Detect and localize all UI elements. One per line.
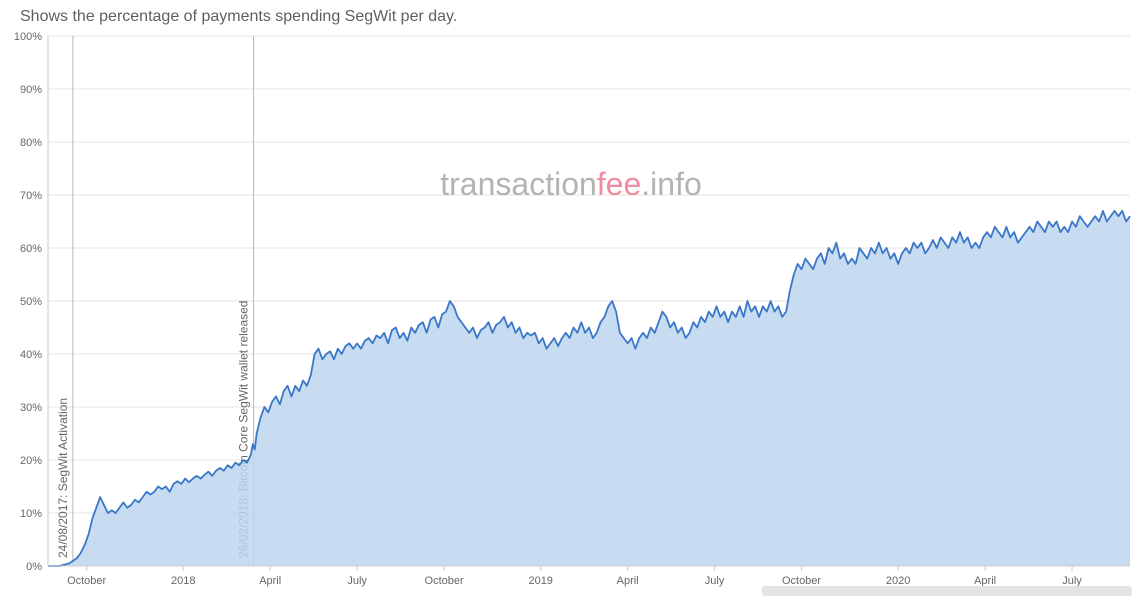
annotation-label: 24/08/2017: SegWit Activation [56, 398, 70, 558]
svg-text:20%: 20% [20, 455, 42, 467]
chart-title: Shows the percentage of payments spendin… [0, 0, 1142, 26]
svg-text:30%: 30% [20, 402, 42, 414]
svg-text:100%: 100% [14, 31, 42, 43]
svg-text:40%: 40% [20, 349, 42, 361]
svg-text:July: July [347, 575, 367, 587]
svg-text:50%: 50% [20, 296, 42, 308]
svg-text:April: April [259, 575, 281, 587]
svg-text:October: October [67, 575, 106, 587]
svg-text:60%: 60% [20, 243, 42, 255]
svg-text:October: October [425, 575, 464, 587]
chart-area: 0% 10% 20% 30% 40% 50% 60% 70% 80% 90% 100% October… [0, 26, 1142, 596]
chart-svg: 0% 10% 20% 30% 40% 50% 60% 70% 80% 90% 100% October… [0, 26, 1142, 596]
svg-text:90%: 90% [20, 84, 42, 96]
svg-text:2019: 2019 [528, 575, 552, 587]
scrollbar-horizontal[interactable] [762, 586, 1132, 596]
svg-text:2018: 2018 [171, 575, 195, 587]
svg-text:July: July [705, 575, 725, 587]
svg-text:April: April [617, 575, 639, 587]
svg-text:0%: 0% [26, 561, 42, 573]
svg-text:70%: 70% [20, 190, 42, 202]
svg-text:10%: 10% [20, 508, 42, 520]
svg-text:80%: 80% [20, 137, 42, 149]
